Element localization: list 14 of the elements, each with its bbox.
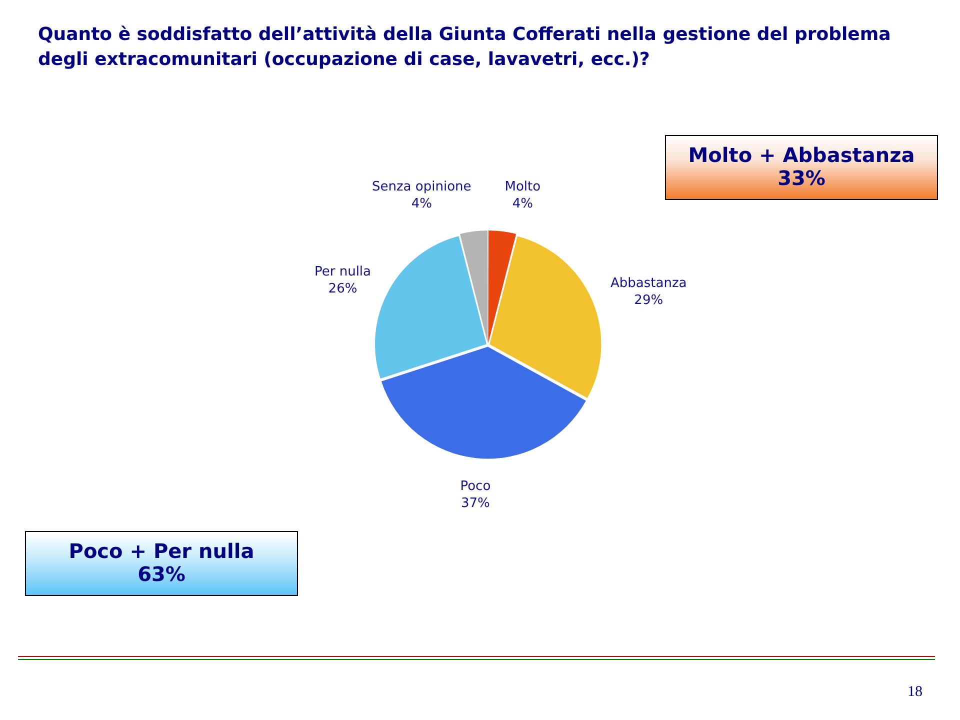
slice-label: Senza opinione <box>372 179 472 194</box>
slice-label: Molto <box>504 179 541 194</box>
text: Poco + Per nulla 63% <box>25 531 298 596</box>
data-label: 26% <box>328 282 358 297</box>
data-label: 37% <box>460 496 490 511</box>
slice-label: Abbastanza <box>610 276 687 291</box>
data-label: 4% <box>411 196 432 212</box>
text: 18 <box>906 684 924 702</box>
text: Molto + Abbastanza 33% <box>665 135 938 200</box>
data-label: 4% <box>512 196 533 212</box>
slice-label: Poco <box>460 478 491 494</box>
chart-title: Quanto è soddisfatto dell’attività della Giunta Cofferati nella gestione del problema degli extracomunitari (occupazione di case, lavavetri, ecc.)? <box>38 23 892 72</box>
data-label: 29% <box>634 292 664 308</box>
slice-label: Per nulla <box>314 264 372 280</box>
